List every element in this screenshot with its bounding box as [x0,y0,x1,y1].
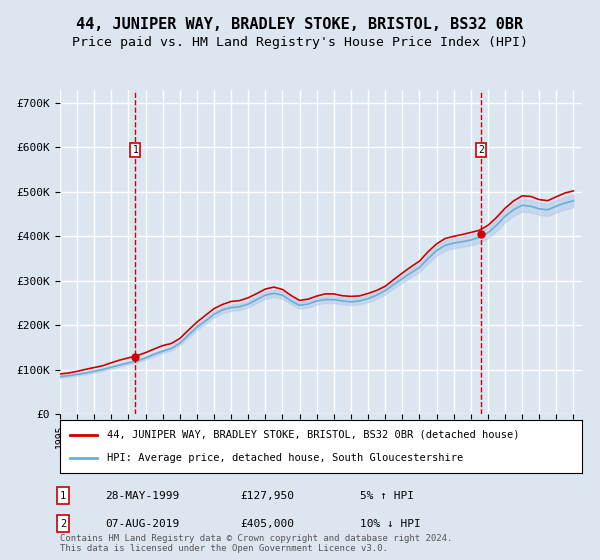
Text: 44, JUNIPER WAY, BRADLEY STOKE, BRISTOL, BS32 0BR (detached house): 44, JUNIPER WAY, BRADLEY STOKE, BRISTOL,… [107,430,520,440]
Text: £127,950: £127,950 [240,491,294,501]
Text: Price paid vs. HM Land Registry's House Price Index (HPI): Price paid vs. HM Land Registry's House … [72,36,528,49]
Text: 1: 1 [60,491,66,501]
Text: 44, JUNIPER WAY, BRADLEY STOKE, BRISTOL, BS32 0BR: 44, JUNIPER WAY, BRADLEY STOKE, BRISTOL,… [76,17,524,32]
Text: 5% ↑ HPI: 5% ↑ HPI [360,491,414,501]
Text: Contains HM Land Registry data © Crown copyright and database right 2024.
This d: Contains HM Land Registry data © Crown c… [60,534,452,553]
Text: £405,000: £405,000 [240,519,294,529]
Text: 28-MAY-1999: 28-MAY-1999 [105,491,179,501]
Text: HPI: Average price, detached house, South Gloucestershire: HPI: Average price, detached house, Sout… [107,453,463,463]
Text: 2: 2 [60,519,66,529]
Text: 1: 1 [133,144,138,155]
Text: 10% ↓ HPI: 10% ↓ HPI [360,519,421,529]
Text: 07-AUG-2019: 07-AUG-2019 [105,519,179,529]
Text: 2: 2 [478,144,484,155]
